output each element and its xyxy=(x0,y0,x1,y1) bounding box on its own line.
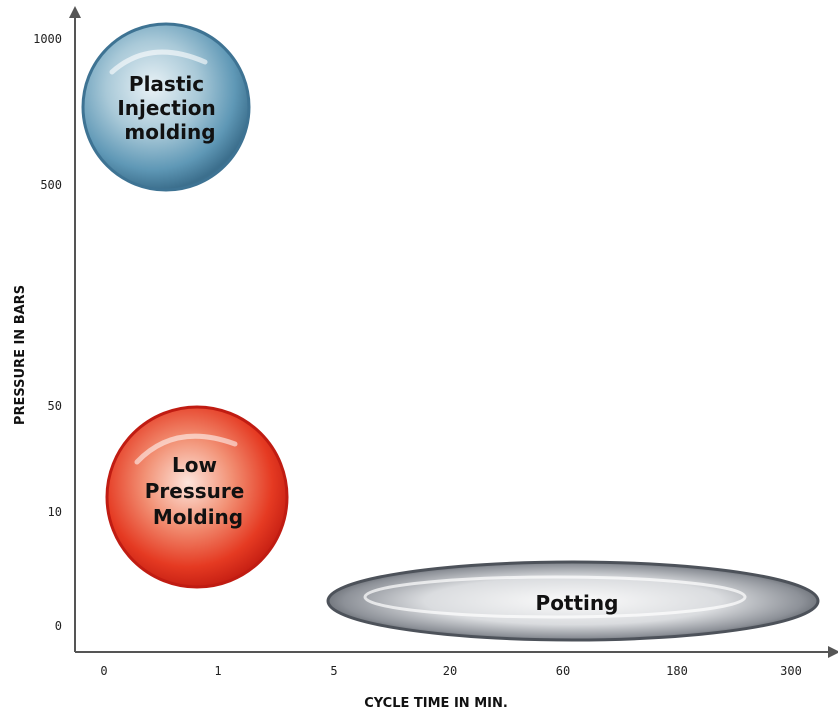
x-axis-title: CYCLE TIME IN MIN. xyxy=(364,696,508,711)
y-tick-label: 50 xyxy=(48,399,62,413)
bubble-label-line: Low xyxy=(172,453,217,477)
bubble-potting: Potting xyxy=(326,560,820,642)
bubble-highlight xyxy=(134,433,238,465)
y-axis-title: PRESSURE IN BARS xyxy=(13,285,28,425)
svg-text:Low Pressure Moldi: Low Pressure Molding xyxy=(145,453,252,529)
x-tick-label: 180 xyxy=(666,664,688,678)
y-tick-label: 500 xyxy=(40,178,62,192)
bubble-label-line: Molding xyxy=(153,505,243,529)
x-tick-labels: 0 1 5 20 60 180 300 xyxy=(100,664,801,678)
bubble-label-line: Injection xyxy=(117,96,215,120)
y-tick-label: 1000 xyxy=(33,32,62,46)
x-tick-label: 20 xyxy=(443,664,457,678)
x-tick-label: 60 xyxy=(556,664,570,678)
x-tick-label: 5 xyxy=(330,664,337,678)
y-tick-label: 10 xyxy=(48,505,62,519)
bubble-label-line: Plastic xyxy=(129,72,204,96)
svg-text:Plastic Injection: Plastic Injection molding xyxy=(117,72,222,144)
bubble-plastic-injection: Plastic Injection molding xyxy=(81,22,251,192)
bubble-low-pressure: Low Pressure Molding xyxy=(105,405,289,589)
y-tick-labels: 0 10 50 500 1000 xyxy=(33,32,62,633)
bubble-highlight xyxy=(109,49,208,75)
bubble-highlight xyxy=(363,575,747,619)
bubble-label-line: molding xyxy=(124,120,215,144)
x-tick-label: 0 xyxy=(100,664,107,678)
bubble-label-line: Potting xyxy=(536,591,619,615)
bubble-label-line: Pressure xyxy=(145,479,245,503)
y-tick-label: 0 xyxy=(55,619,62,633)
x-tick-label: 1 xyxy=(214,664,221,678)
x-tick-label: 300 xyxy=(780,664,802,678)
